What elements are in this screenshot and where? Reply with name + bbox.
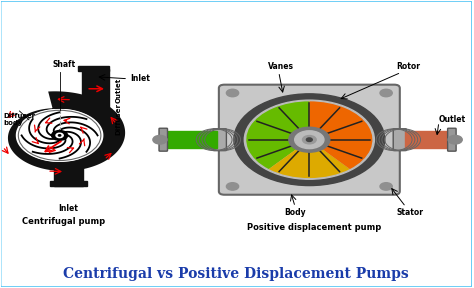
- Circle shape: [306, 138, 312, 141]
- Text: Diffuser: Diffuser: [115, 103, 121, 135]
- Circle shape: [289, 127, 330, 152]
- Bar: [164, 131, 217, 148]
- Text: Inlet: Inlet: [130, 74, 150, 83]
- FancyBboxPatch shape: [447, 128, 456, 151]
- Circle shape: [56, 133, 63, 138]
- Circle shape: [380, 89, 392, 97]
- Bar: [404, 131, 448, 148]
- Text: Outlet: Outlet: [439, 115, 466, 124]
- Text: Inlet: Inlet: [58, 204, 78, 213]
- Text: Shaft: Shaft: [53, 60, 76, 69]
- Text: Rotor: Rotor: [397, 62, 420, 71]
- Text: Centrifugal vs Positive Displacement Pumps: Centrifugal vs Positive Displacement Pum…: [64, 267, 409, 281]
- Bar: [82, 69, 109, 109]
- Text: Vanes: Vanes: [268, 62, 294, 71]
- Wedge shape: [269, 140, 350, 178]
- Circle shape: [295, 131, 324, 149]
- Circle shape: [380, 183, 392, 190]
- Circle shape: [234, 94, 385, 185]
- Circle shape: [448, 135, 462, 144]
- Bar: [213, 132, 225, 148]
- Bar: [394, 132, 406, 148]
- Circle shape: [17, 110, 102, 161]
- Bar: [50, 181, 87, 185]
- Text: Positive displacement pump: Positive displacement pump: [247, 223, 381, 232]
- Circle shape: [227, 89, 238, 97]
- Circle shape: [227, 183, 238, 190]
- FancyBboxPatch shape: [393, 129, 406, 151]
- Wedge shape: [246, 101, 310, 169]
- Wedge shape: [310, 101, 373, 169]
- Circle shape: [244, 100, 374, 179]
- FancyBboxPatch shape: [219, 85, 400, 195]
- Text: Outlet: Outlet: [115, 78, 121, 103]
- Circle shape: [153, 135, 167, 144]
- Circle shape: [58, 135, 61, 136]
- Polygon shape: [8, 91, 125, 171]
- Text: Centrifugal pump: Centrifugal pump: [22, 217, 105, 226]
- Bar: [54, 162, 83, 185]
- Text: Stator: Stator: [397, 209, 423, 217]
- Text: Body: Body: [284, 209, 306, 217]
- Circle shape: [302, 136, 316, 144]
- FancyBboxPatch shape: [213, 129, 227, 151]
- Bar: [78, 66, 109, 71]
- Circle shape: [52, 130, 68, 140]
- FancyBboxPatch shape: [159, 128, 167, 151]
- Text: Diffuser
body: Diffuser body: [3, 113, 35, 126]
